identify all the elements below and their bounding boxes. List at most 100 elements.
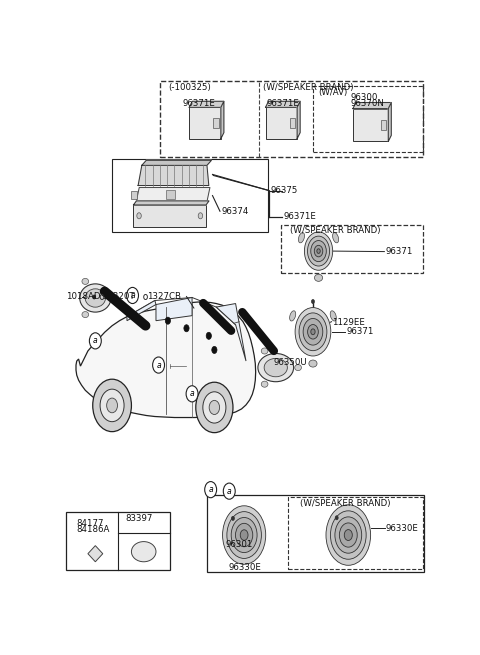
Ellipse shape [132, 542, 156, 562]
Text: a: a [208, 485, 213, 494]
Text: 96330E: 96330E [228, 563, 261, 572]
Bar [288, 497, 423, 569]
Circle shape [308, 236, 330, 266]
Ellipse shape [330, 310, 336, 321]
Text: 1018AD: 1018AD [66, 293, 101, 301]
Ellipse shape [258, 354, 294, 382]
Text: a: a [190, 389, 194, 398]
Polygon shape [136, 187, 210, 202]
Bar [207, 495, 424, 572]
Circle shape [240, 530, 248, 540]
Bar [353, 109, 388, 141]
Text: 96375: 96375 [270, 186, 298, 195]
Circle shape [107, 398, 118, 413]
Circle shape [344, 530, 352, 540]
Ellipse shape [261, 381, 268, 387]
Polygon shape [138, 165, 209, 185]
Text: (W/AV): (W/AV) [319, 88, 348, 97]
Circle shape [100, 389, 124, 422]
Circle shape [231, 517, 257, 553]
Circle shape [330, 511, 366, 559]
Text: (W/SPEAKER BRAND): (W/SPEAKER BRAND) [300, 499, 390, 508]
Text: 96371: 96371 [347, 328, 374, 336]
Circle shape [127, 288, 139, 303]
Ellipse shape [80, 284, 111, 312]
Circle shape [295, 308, 331, 356]
Polygon shape [388, 103, 391, 141]
Circle shape [212, 346, 217, 354]
Ellipse shape [295, 365, 301, 371]
Text: (W/SPEAKER BRAND): (W/SPEAKER BRAND) [290, 227, 380, 235]
Circle shape [231, 516, 234, 520]
Polygon shape [189, 102, 224, 107]
Bar [166, 190, 175, 199]
Ellipse shape [299, 233, 304, 243]
Text: a: a [156, 360, 161, 369]
Text: 84177: 84177 [77, 519, 104, 528]
Circle shape [312, 299, 314, 303]
Text: 84186A: 84186A [77, 525, 110, 534]
Circle shape [236, 523, 253, 547]
Circle shape [308, 324, 318, 339]
Circle shape [304, 232, 333, 271]
Ellipse shape [289, 310, 296, 321]
Bar [160, 81, 423, 157]
Text: 1129EE: 1129EE [332, 318, 364, 327]
Ellipse shape [309, 360, 317, 367]
Circle shape [227, 512, 262, 559]
Text: 83397: 83397 [125, 514, 153, 523]
Polygon shape [353, 103, 391, 109]
Ellipse shape [112, 295, 119, 301]
Bar [290, 118, 295, 128]
Circle shape [186, 386, 198, 402]
Ellipse shape [333, 233, 339, 243]
Circle shape [198, 213, 203, 219]
Text: 96371E: 96371E [266, 99, 300, 108]
Text: 96374: 96374 [222, 207, 249, 215]
Text: 96371E: 96371E [183, 99, 216, 108]
Circle shape [209, 400, 219, 415]
Circle shape [184, 325, 189, 332]
Text: 96300: 96300 [350, 93, 378, 102]
Text: 96350U: 96350U [274, 358, 308, 367]
Text: a: a [227, 487, 231, 496]
Bar [281, 225, 423, 272]
Circle shape [93, 379, 132, 432]
Circle shape [206, 332, 211, 339]
Bar [66, 512, 170, 571]
Circle shape [137, 213, 141, 219]
Circle shape [335, 517, 362, 553]
Bar [133, 205, 206, 227]
Bar [265, 107, 297, 139]
Circle shape [326, 505, 371, 565]
Text: 96330E: 96330E [385, 524, 419, 533]
Circle shape [339, 523, 357, 547]
Circle shape [223, 483, 235, 499]
Circle shape [223, 506, 266, 565]
Circle shape [93, 295, 96, 299]
Ellipse shape [82, 312, 89, 318]
Polygon shape [265, 102, 300, 107]
Polygon shape [127, 301, 156, 321]
Polygon shape [216, 303, 246, 361]
Circle shape [153, 357, 165, 373]
Text: (-100325): (-100325) [168, 83, 211, 92]
Circle shape [303, 318, 323, 345]
Circle shape [335, 515, 338, 520]
Text: 96301: 96301 [226, 540, 253, 549]
Ellipse shape [85, 289, 106, 307]
Circle shape [89, 333, 101, 349]
Polygon shape [76, 302, 256, 417]
Polygon shape [142, 160, 211, 165]
Ellipse shape [264, 358, 288, 377]
Bar [131, 191, 137, 198]
Circle shape [311, 240, 326, 261]
Ellipse shape [82, 278, 89, 284]
Circle shape [165, 317, 170, 324]
Text: 96320T: 96320T [103, 293, 135, 301]
Circle shape [203, 392, 226, 423]
Bar [313, 86, 423, 152]
Ellipse shape [314, 274, 323, 282]
Ellipse shape [261, 348, 268, 354]
Polygon shape [297, 102, 300, 139]
